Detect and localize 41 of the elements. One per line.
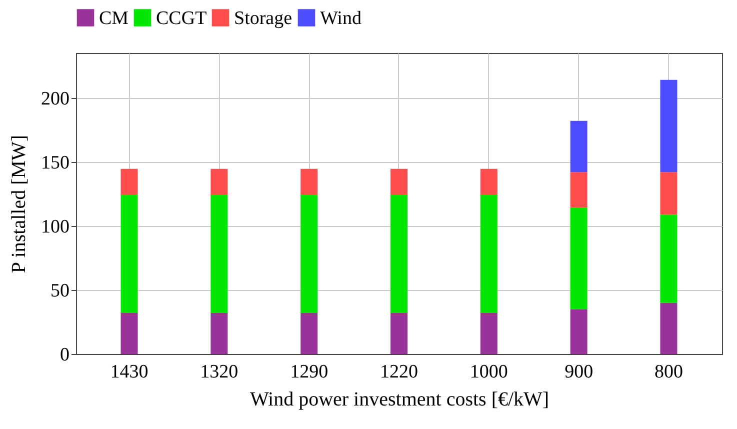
bar (210, 168, 228, 195)
legend-label: Wind (320, 8, 362, 29)
bar (390, 313, 408, 354)
bar (390, 194, 408, 314)
bar (210, 194, 228, 314)
bar (300, 194, 318, 314)
bar (660, 172, 678, 214)
x-axis-title: Wind power investment costs [€/kW] (250, 388, 550, 410)
bar (570, 207, 588, 310)
bar (480, 313, 498, 354)
x-tick-label: 1290 (290, 362, 328, 382)
bar (120, 194, 138, 314)
bar (570, 172, 588, 208)
y-tick-label: 100 (41, 216, 70, 238)
x-tick-label: 1220 (380, 362, 418, 382)
bar (660, 80, 678, 172)
y-tick-label: 50 (50, 280, 70, 302)
x-tick-label: 1430 (110, 362, 148, 382)
bar (660, 302, 678, 354)
bar (300, 168, 318, 195)
y-axis-title: P installed [MW] (8, 134, 30, 274)
bar (570, 120, 588, 172)
legend-label: Storage (234, 8, 292, 29)
x-tick-label: 1000 (470, 362, 508, 382)
bar (660, 214, 678, 303)
bar (480, 168, 498, 195)
x-tick-label: 1320 (200, 362, 238, 382)
x-tick-label: 800 (654, 362, 683, 382)
bar (570, 309, 588, 354)
x-tick-label: 900 (564, 362, 594, 382)
bar (300, 313, 318, 354)
bar (120, 168, 138, 195)
y-tick-label: 200 (41, 88, 70, 110)
legend-label: CCGT (156, 8, 208, 29)
y-tick-label: 0 (60, 344, 70, 366)
bar (390, 168, 408, 195)
legend-label: CM (99, 8, 129, 29)
bar (210, 313, 228, 354)
y-tick-label: 150 (41, 152, 70, 174)
bar (120, 313, 138, 354)
bar (480, 194, 498, 314)
